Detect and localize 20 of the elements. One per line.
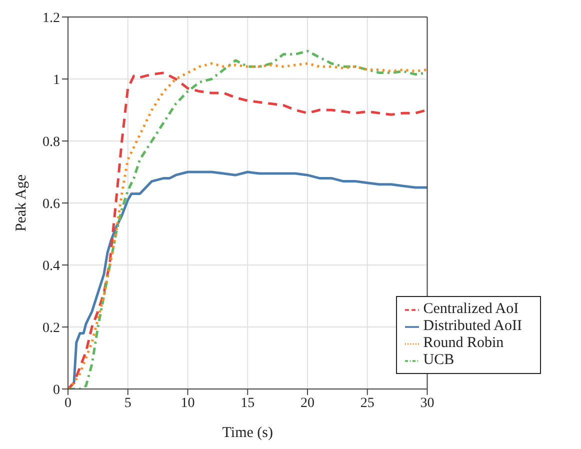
legend-label: UCB (423, 352, 454, 368)
x-tick-label: 15 (240, 396, 255, 411)
legend-label: Centralized AoI (423, 301, 519, 317)
y-tick-label: 0.8 (42, 134, 60, 150)
y-tick-label: 0.6 (42, 196, 60, 212)
y-tick-label: 0.4 (42, 258, 60, 274)
y-tick-label: 1 (53, 72, 60, 88)
x-tick-label: 10 (180, 396, 195, 411)
x-tick-label: 30 (420, 396, 434, 411)
legend-label: Distributed AoII (423, 318, 522, 334)
legend-label: Round Robin (423, 335, 504, 351)
y-tick-label: 1.2 (42, 10, 60, 26)
x-tick-label: 5 (124, 396, 132, 411)
y-tick-label: 0.2 (42, 320, 60, 336)
x-tick-label: 25 (360, 396, 374, 411)
y-tick-label: 0 (53, 382, 60, 398)
y-axis-title: Peak Age (13, 174, 30, 232)
x-axis-title: Time (s) (222, 425, 273, 441)
x-tick-label: 20 (300, 396, 314, 411)
x-tick-label: 0 (64, 396, 72, 411)
